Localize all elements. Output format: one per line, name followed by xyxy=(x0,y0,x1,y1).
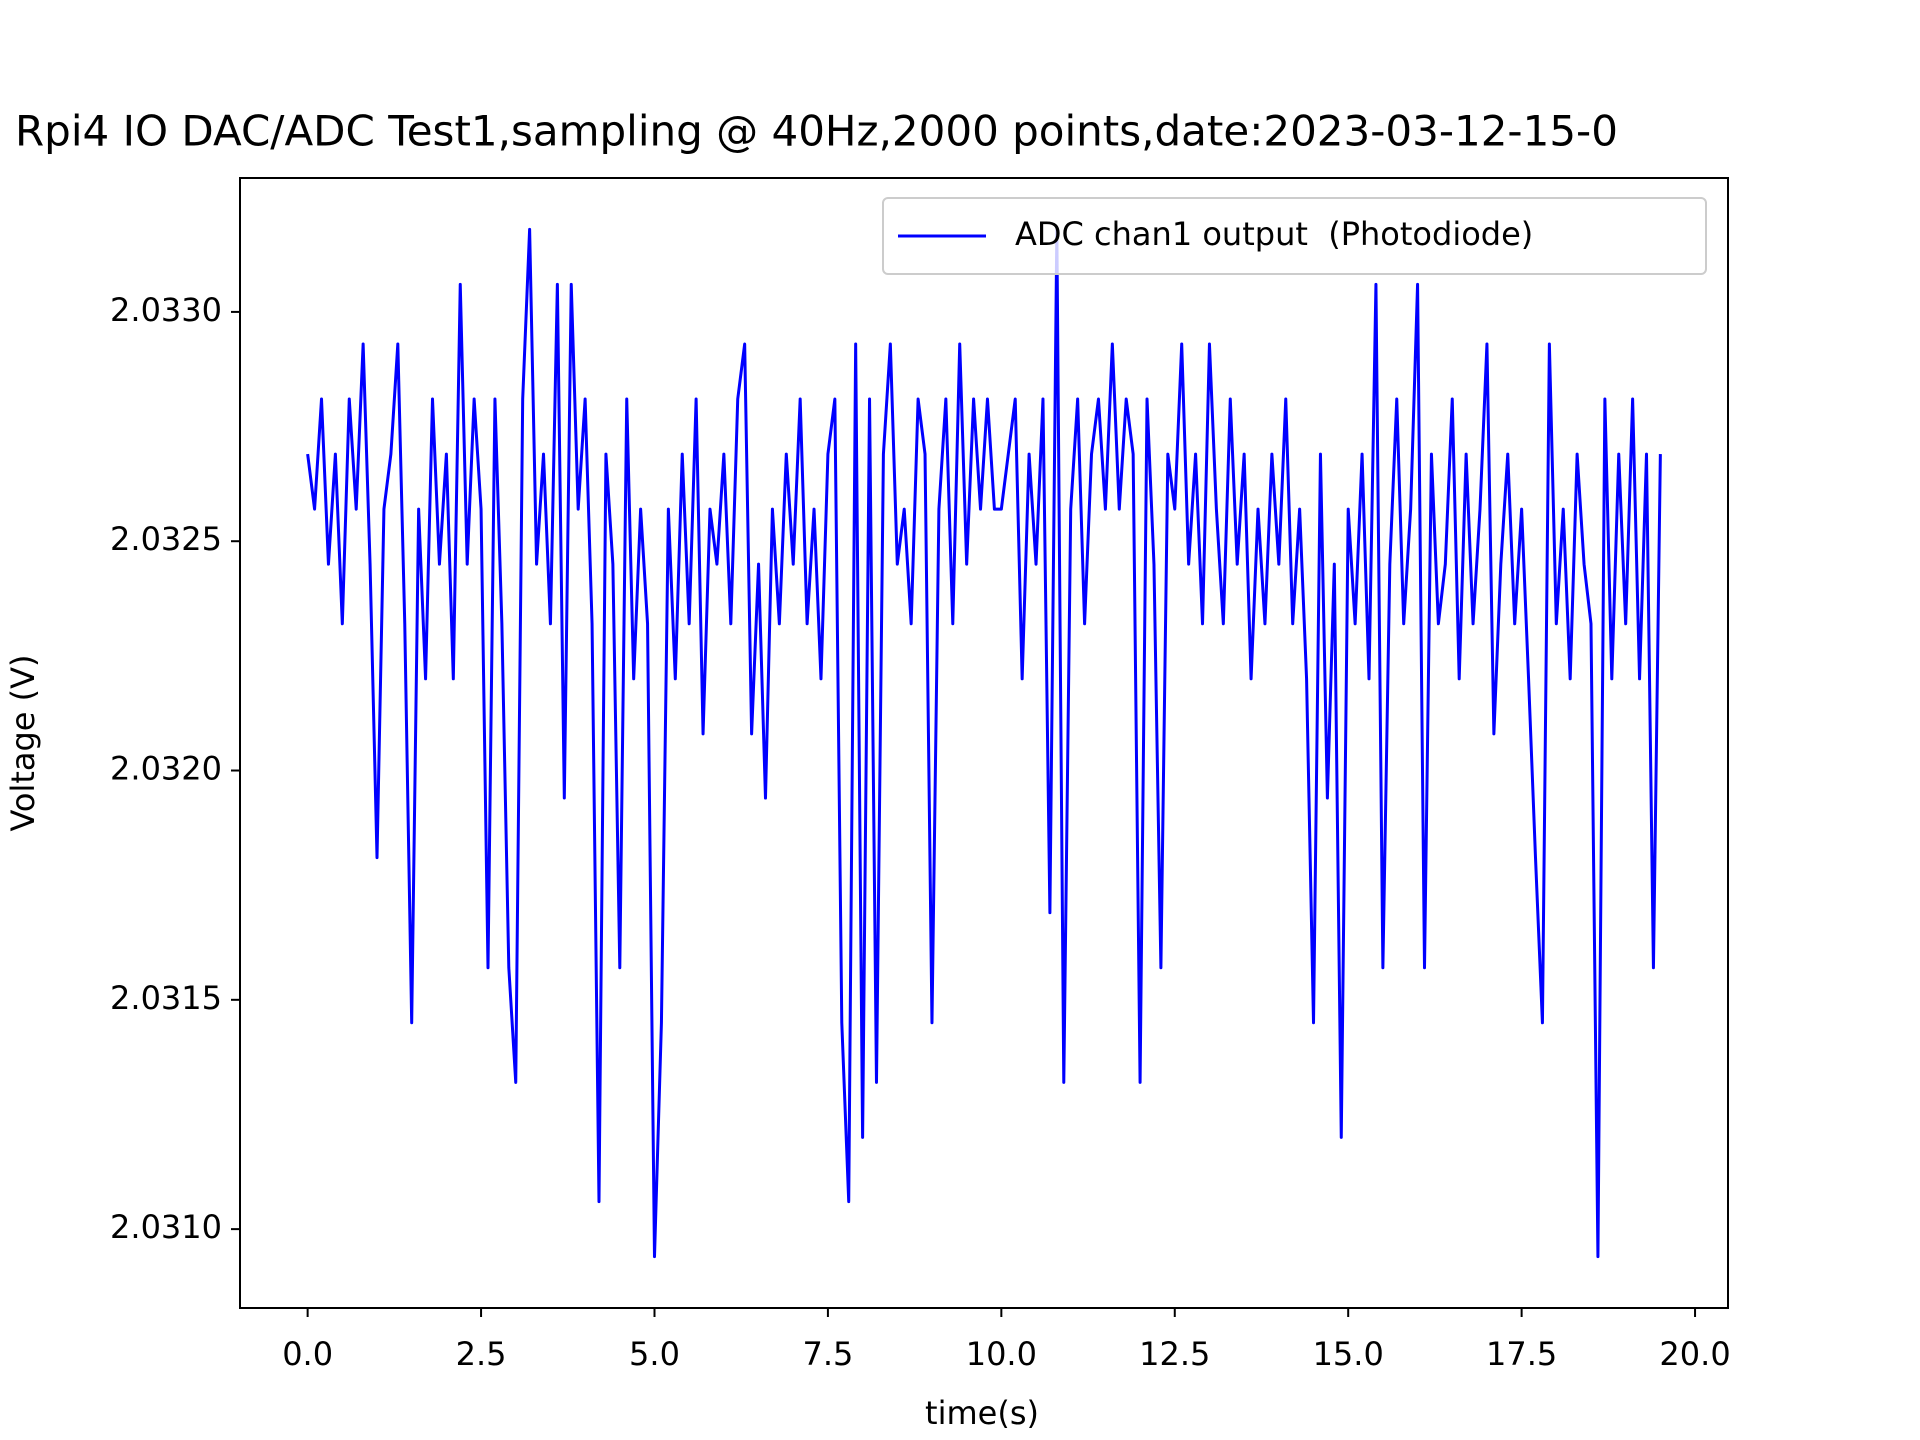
legend-frame xyxy=(882,197,1707,275)
y-tick-label: 2.0330 xyxy=(110,291,222,329)
y-tick-label: 2.0325 xyxy=(110,520,222,558)
y-axis-label: Voltage (V) xyxy=(4,654,42,831)
chart-title: Rpi4 IO DAC/ADC Test1,sampling @ 40Hz,20… xyxy=(15,107,1618,156)
y-tick-label: 2.0310 xyxy=(110,1208,222,1246)
x-tick-label: 5.0 xyxy=(629,1335,680,1373)
legend-label: ADC chan1 output (Photodiode) xyxy=(1015,215,1533,253)
x-tick-label: 10.0 xyxy=(966,1335,1037,1373)
x-tick-label: 15.0 xyxy=(1313,1335,1384,1373)
x-tick-label: 2.5 xyxy=(456,1335,507,1373)
data-line xyxy=(306,227,1662,1259)
x-tick-label: 17.5 xyxy=(1486,1335,1557,1373)
axes-frame xyxy=(239,177,1729,1309)
x-tick-label: 12.5 xyxy=(1139,1335,1210,1373)
y-tick-label: 2.0320 xyxy=(110,750,222,788)
y-tick-label: 2.0315 xyxy=(110,979,222,1017)
x-tick-label: 0.0 xyxy=(282,1335,333,1373)
x-tick-label: 7.5 xyxy=(802,1335,853,1373)
x-axis-label: time(s) xyxy=(925,1394,1039,1432)
x-tick-label: 20.0 xyxy=(1659,1335,1730,1373)
